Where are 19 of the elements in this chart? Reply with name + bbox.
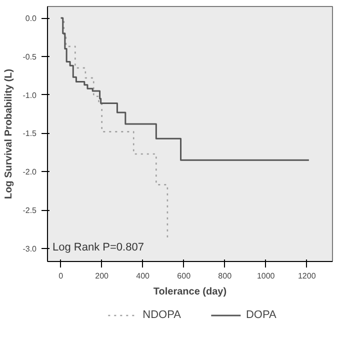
y-tick-label: 0.0 [25, 14, 38, 24]
x-axis-title: Tolerance (day) [153, 286, 227, 298]
x-tick-label: 1200 [298, 272, 316, 280]
y-tick-label: -2.5 [22, 206, 38, 216]
y-tick-label: -1.5 [22, 129, 38, 138]
x-tick-label: 0 [58, 272, 64, 280]
y-tick-label: -2.0 [22, 168, 38, 177]
y-tick-label: -3.0 [22, 244, 38, 254]
x-tick-label: 400 [136, 272, 150, 280]
legend-label: DOPA [246, 309, 276, 321]
y-tick-label: -1.0 [22, 90, 38, 100]
x-tick-label: 600 [177, 272, 192, 280]
y-axis-title: Log Survival Probability (L) [4, 68, 15, 200]
legend-label: NDOPA [142, 309, 181, 321]
x-tick-label: 1000 [256, 272, 276, 280]
y-tick-label: -0.5 [22, 52, 38, 62]
x-tick-label: 200 [95, 272, 110, 280]
x-tick-label: 800 [218, 272, 232, 280]
annotation: Log Rank P=0.807 [52, 242, 144, 254]
